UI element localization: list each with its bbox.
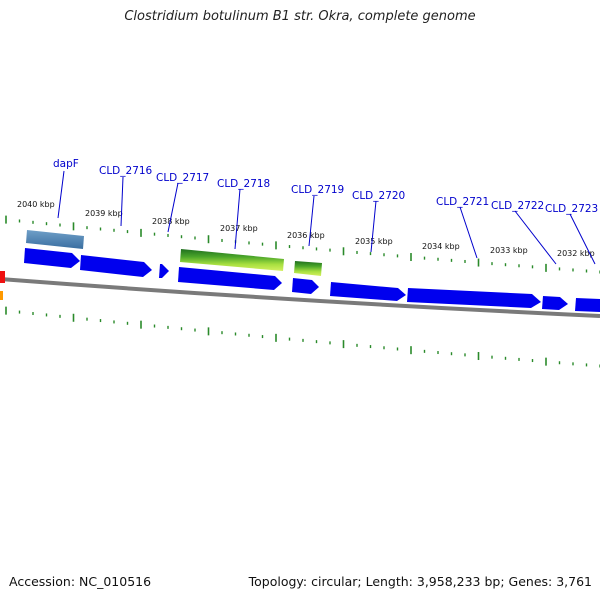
left-red-marker: [0, 271, 5, 283]
feature-bar-green: [294, 261, 322, 276]
leader-line: [308, 195, 315, 247]
kbp-labels: 2040 kbp 2039 kbp 2038 kbp 2037 kbp 2036…: [17, 200, 595, 258]
leader-line: [234, 188, 241, 250]
gene-arrow: [178, 267, 282, 290]
feature-bar-green: [180, 249, 284, 271]
leader-line: [459, 206, 478, 259]
gene-arrow: [330, 282, 406, 301]
kbp-label: 2032 kbp: [557, 249, 595, 258]
gene-label: CLD_2717: [156, 172, 209, 184]
genome-summary-text: Topology: circular; Length: 3,958,233 bp…: [248, 574, 592, 589]
leader-line: [370, 200, 377, 253]
kbp-label: 2033 kbp: [490, 246, 528, 255]
kbp-label: 2034 kbp: [422, 242, 460, 251]
gene-arrow: [407, 288, 541, 308]
map-title: Clostridium botulinum B1 str. Okra, comp…: [124, 9, 476, 24]
leader-line: [569, 213, 596, 265]
kbp-label: 2037 kbp: [220, 224, 258, 233]
gene-label: CLD_2723: [545, 203, 598, 215]
left-orange-marker: [0, 291, 3, 300]
leader-line: [167, 182, 179, 233]
genome-backbone: [0, 277, 600, 318]
gene-labels: [57, 170, 596, 265]
leader-line: [120, 176, 124, 227]
kbp-label: 2040 kbp: [17, 200, 55, 209]
kbp-label: 2035 kbp: [355, 237, 393, 246]
gene-label: CLD_2720: [352, 190, 405, 202]
gene-label: CLD_2721: [436, 196, 489, 208]
inner-tick-track: [5, 306, 600, 368]
gene-label: CLD_2719: [291, 184, 344, 196]
leader-line: [57, 170, 65, 219]
gene-arrow: [24, 248, 80, 268]
kbp-label: 2036 kbp: [287, 231, 325, 240]
gene-label: CLD_2716: [99, 165, 153, 177]
gene-track: [24, 248, 600, 312]
accession-text: Accession: NC_010516: [9, 574, 152, 589]
gene-arrow: [575, 298, 600, 312]
gene-label: dapF: [53, 158, 79, 170]
gene-arrow: [159, 264, 169, 278]
gene-arrow: [80, 255, 152, 277]
kbp-label: 2038 kbp: [152, 217, 190, 226]
gene-arrow: [292, 278, 319, 294]
gene-label: CLD_2722: [491, 200, 544, 212]
gene-label: CLD_2718: [217, 178, 270, 190]
leader-line: [514, 210, 557, 265]
kbp-label: 2039 kbp: [85, 209, 123, 218]
feature-bar-blue: [26, 230, 84, 249]
gene-label-text: dapF CLD_2716 CLD_2717 CLD_2718 CLD_2719…: [53, 158, 598, 215]
outer-tick-track: [5, 215, 600, 274]
gene-arrow: [542, 296, 568, 310]
